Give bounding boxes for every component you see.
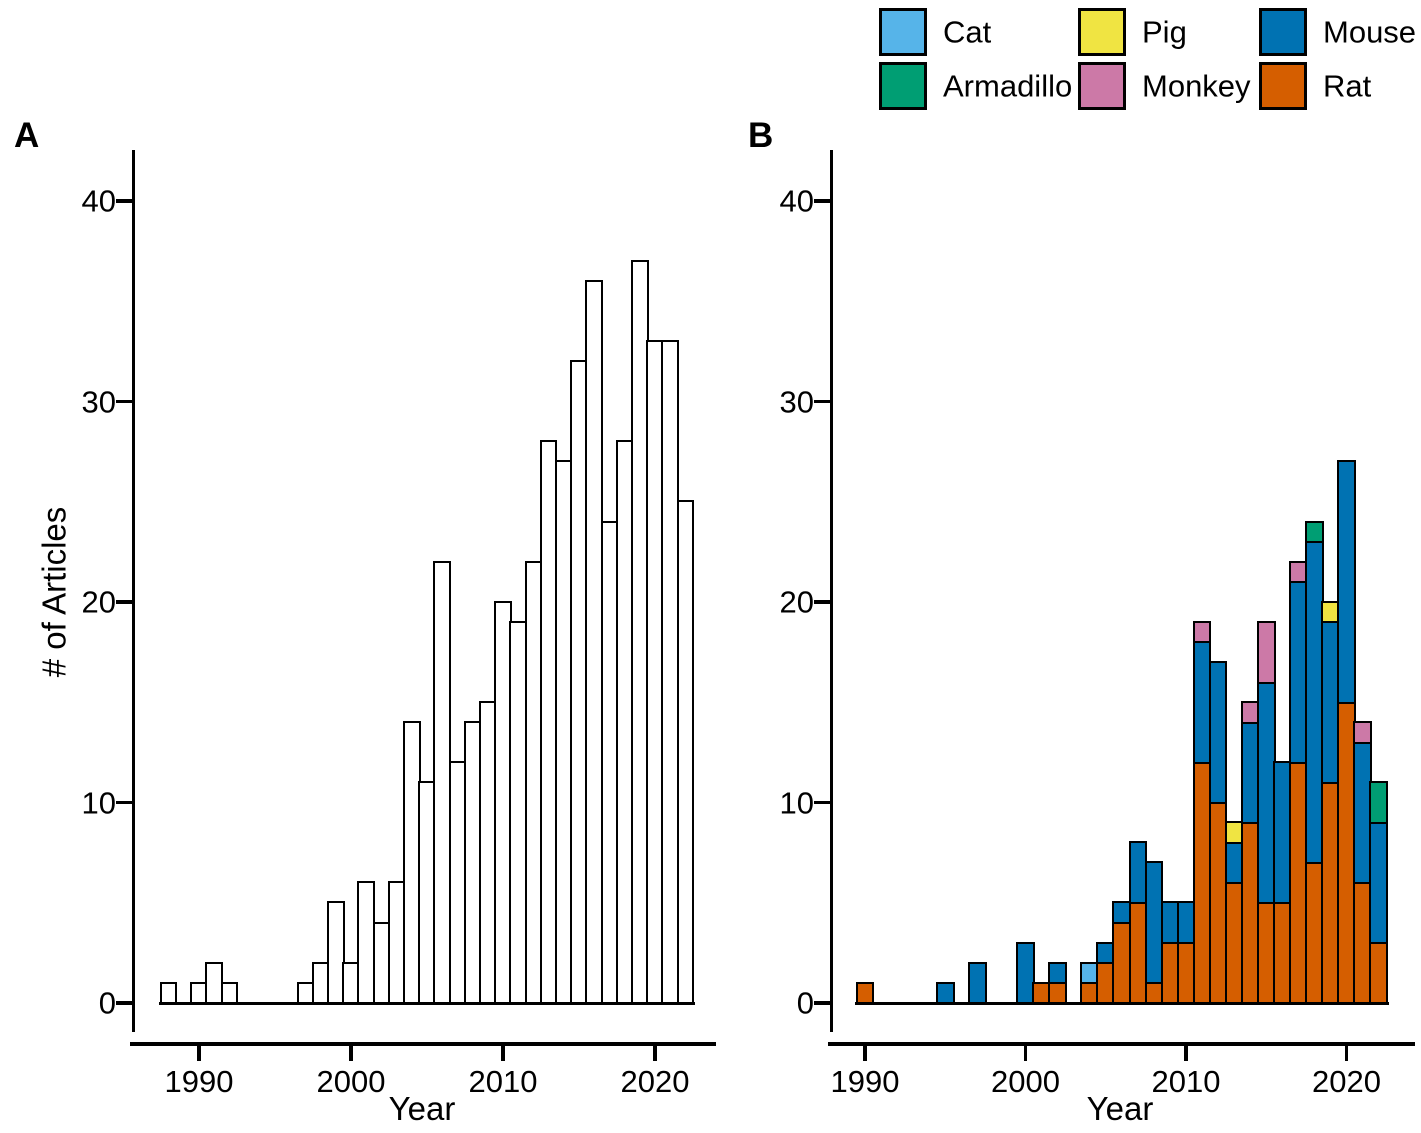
panel-b-y-axis-line [829,150,833,1032]
panel-b-bar-1997-mouse [968,961,987,1005]
panel-a-bar-1999 [326,901,345,1005]
panel-a-bar-2022 [676,500,695,1005]
panel-a-y-tick-label-0: 0 [98,985,116,1021]
panel-b-x-tick-label-2000: 2000 [991,1064,1060,1099]
panel-a-y-tick-30 [116,399,132,404]
legend-swatch-pig [1078,8,1126,56]
panel-b-y-tick-label-0: 0 [796,985,814,1021]
panel-b-bar-2000-mouse [1016,941,1035,1005]
panel-b-bar-2021-monkey [1353,721,1372,744]
panel-b-y-tick-40 [814,199,830,203]
panel-b-bar-2011-monkey [1192,620,1212,644]
panel-b-x-tick-2010 [1184,1045,1188,1061]
panel-a-x-tick-label-2020: 2020 [620,1064,690,1099]
panel-b-y-tick-label-30: 30 [779,384,814,419]
panel-b-x-axis-title: Year [1086,1090,1154,1127]
panel-b-bar-2022-mouse [1369,821,1388,945]
panel-a-y-tick-20 [116,600,132,604]
legend-swatch-cat [879,8,927,56]
panel-b-x-axis-line [828,1042,1415,1046]
panel-b-y-tick-20 [814,600,830,604]
panel-b-x-tick-label-2020: 2020 [1312,1064,1381,1099]
legend-label-pig: Pig [1142,14,1187,50]
legend-swatch-rat [1259,62,1307,110]
panel-b-y-tick-10 [814,800,830,805]
panel-b-bar-2020-mouse [1337,460,1356,704]
panel-b-x-tick-1990 [863,1045,867,1061]
legend-swatch-armadillo [879,62,927,110]
panel-a-y-tick-40 [116,199,132,203]
panel-a-x-tick-2000 [349,1045,353,1061]
panel-b-tag: B [748,116,774,155]
panel-b-bar-2022-armadillo [1369,781,1388,824]
panel-b-bar-2012-mouse [1208,660,1228,804]
legend-label-mouse: Mouse [1323,14,1417,50]
panel-a-bar-1988 [159,981,178,1005]
panel-b-y-tick-label-40: 40 [779,183,814,219]
legend-swatch-monkey [1078,62,1126,110]
panel-b-y-tick-30 [814,399,830,404]
panel-a-x-tick-label-2010: 2010 [468,1064,538,1099]
panel-a-x-tick-2020 [653,1045,657,1061]
panel-a-x-tick-label-1990: 1990 [164,1064,234,1099]
panel-b-x-tick-2020 [1344,1045,1349,1061]
panel-b-x-tick-2000 [1023,1045,1028,1061]
panel-b-bar-2015-monkey [1256,620,1276,684]
panel-a-tag: A [14,116,40,155]
panel-a-x-axis-title: Year [388,1090,456,1127]
panel-b-y-tick-label-20: 20 [779,584,814,620]
legend-swatch-mouse [1259,8,1307,56]
panel-a-x-tick-label-2000: 2000 [316,1064,386,1099]
panel-b-bar-2002-mouse [1048,961,1067,985]
panel-a-x-tick-1990 [197,1045,201,1061]
panel-a-y-tick-10 [116,800,132,805]
panel-b-x-tick-label-2010: 2010 [1151,1064,1221,1099]
panel-b-bar-1990-rat [855,981,875,1005]
panel-b-x-tick-label-1990: 1990 [830,1064,900,1099]
panel-a-y-tick-label-40: 40 [81,183,116,219]
legend-label-rat: Rat [1323,68,1372,104]
legend-label-armadillo: Armadillo [943,68,1073,104]
panel-b-bar-1995-mouse [935,981,955,1005]
panel-b-y-tick-label-10: 10 [779,785,814,820]
panel-a-y-tick-0 [116,1001,132,1005]
legend-label-monkey: Monkey [1142,68,1251,104]
panel-a-y-tick-label-30: 30 [81,384,116,419]
panel-b-bar-2002-rat [1048,981,1067,1005]
panel-a-y-tick-label-10: 10 [81,785,116,820]
panel-a-y-tick-label-20: 20 [81,584,116,620]
panel-a-x-axis-line [130,1042,716,1046]
panel-a-x-tick-2010 [501,1045,505,1061]
panel-b-bar-2022-rat [1369,941,1388,1005]
legend-label-cat: Cat [943,14,992,50]
panel-b-bar-2018-armadillo [1305,520,1324,544]
panel-a-bar-1992 [220,981,239,1005]
panel-a-y-axis-line [131,150,135,1032]
panel-b-y-tick-0 [814,1001,830,1005]
